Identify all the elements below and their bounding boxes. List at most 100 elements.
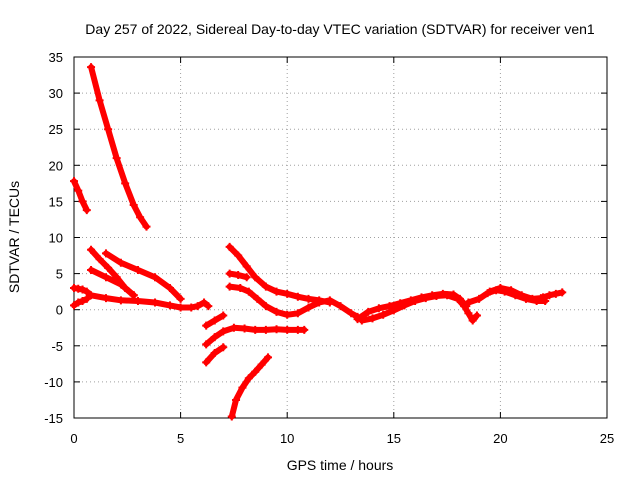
series-arc-10 (202, 343, 228, 367)
data-point (78, 297, 87, 306)
data-point (116, 296, 125, 305)
data-point (253, 294, 262, 303)
data-point (202, 358, 211, 367)
series-line (71, 178, 90, 214)
data-point (219, 327, 228, 336)
data-point (257, 360, 266, 369)
y-tick-label: 25 (49, 122, 63, 137)
x-axis-label: GPS time / hours (287, 457, 394, 473)
data-point (545, 291, 554, 300)
data-point (485, 287, 494, 296)
data-point (104, 263, 113, 272)
axis-ticks: 0 5 10 15 20 25 -15 -10 -5 0 5 10 15 20 25 30 35 (44, 50, 614, 446)
data-point (242, 262, 251, 271)
data-point (151, 298, 160, 307)
data-point (240, 324, 249, 333)
data-point (225, 282, 234, 291)
data-point (460, 302, 469, 311)
data-point (210, 349, 219, 358)
series-arc-16 (357, 291, 481, 325)
data-point (347, 309, 356, 318)
data-point (400, 301, 409, 310)
series-arc-1 (70, 177, 91, 215)
series-arc-13 (225, 269, 251, 282)
data-point (264, 353, 273, 362)
data-point (475, 294, 484, 303)
data-point (142, 222, 151, 231)
data-point (528, 294, 537, 303)
y-tick-label: 10 (49, 231, 63, 246)
data-point (234, 251, 243, 260)
data-point (283, 325, 292, 334)
data-point (112, 154, 121, 163)
data-point (336, 302, 345, 311)
y-axis-label: SDTVAR / TECUs (6, 181, 22, 293)
data-point (82, 294, 91, 303)
series-arc-3 (70, 284, 213, 312)
data-point (129, 291, 138, 300)
x-tick-label: 15 (387, 431, 401, 446)
data-point (443, 291, 452, 300)
data-point (101, 294, 110, 303)
data-point (551, 289, 560, 298)
data-point (234, 271, 243, 280)
series-arc-8 (202, 311, 228, 330)
data-point (468, 316, 477, 325)
data-point (165, 301, 174, 310)
y-tick-label: -5 (51, 339, 63, 354)
data-point (219, 311, 228, 320)
series-line (88, 64, 150, 230)
data-point (187, 303, 196, 312)
data-point (116, 258, 125, 267)
data-point (283, 289, 292, 298)
data-point (116, 280, 125, 289)
data-point (238, 383, 247, 392)
data-point (517, 291, 526, 300)
data-point (472, 311, 481, 320)
data-point (251, 367, 260, 376)
data-point (357, 316, 366, 325)
y-tick-label: 15 (49, 194, 63, 209)
data-point (165, 284, 174, 293)
series-arc-14 (225, 282, 362, 321)
data-point (193, 302, 202, 311)
data-point (304, 294, 313, 303)
series-line (103, 250, 184, 302)
data-point (229, 323, 238, 332)
y-tick-label: 30 (49, 86, 63, 101)
data-point (101, 249, 110, 258)
chart-title: Day 257 of 2022, Sidereal Day-to-day VTE… (85, 21, 595, 37)
x-tick-label: 10 (280, 431, 294, 446)
data-point (133, 265, 142, 274)
data-point (539, 293, 548, 302)
grid (74, 57, 607, 418)
data-point (204, 302, 213, 311)
x-tick-label: 20 (493, 431, 507, 446)
data-point (411, 297, 420, 306)
data-point (74, 186, 83, 195)
data-point (272, 307, 281, 316)
data-point (202, 340, 211, 349)
data-point (87, 63, 96, 72)
data-point (151, 273, 160, 282)
data-point (121, 179, 130, 188)
data-point (70, 177, 78, 186)
data-point (87, 265, 96, 274)
data-point (136, 213, 145, 222)
data-point (133, 297, 142, 306)
data-point (379, 310, 388, 319)
data-point (304, 303, 313, 312)
series-line (88, 267, 137, 299)
data-point (374, 304, 383, 313)
data-point (176, 303, 185, 312)
data-point (176, 294, 185, 303)
data-point (315, 298, 324, 307)
data-point (210, 333, 219, 342)
data-point (225, 242, 234, 251)
data-point (261, 325, 270, 334)
data-point (251, 325, 260, 334)
series-arc-19 (539, 288, 567, 302)
data-point (227, 412, 236, 421)
series-arc-2 (87, 63, 151, 231)
y-tick-label: 20 (49, 158, 63, 173)
